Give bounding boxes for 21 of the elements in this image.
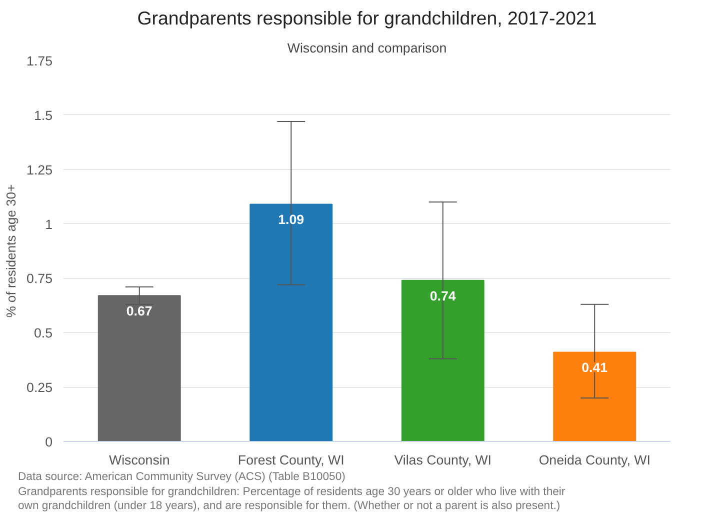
y-tick-label: 1.75: [26, 54, 53, 68]
x-tick-label: Wisconsin: [109, 452, 170, 468]
text: Grandparents responsible for grandchildren: Percentage of residents age 30 years or older who live with their own grandchildren (under 18 years), and are responsible for them. (Whether or not a parent is also present.): [18, 484, 566, 514]
data-label: 0.41: [582, 360, 608, 376]
x-tick-label: Oneida County, WI: [538, 452, 650, 468]
data-label: 0.74: [430, 288, 456, 304]
y-tick-label: 0.25: [26, 380, 53, 396]
y-tick-label: 1.25: [26, 162, 53, 178]
data-label: 1.09: [278, 212, 304, 228]
x-tick-label: Forest County, WI: [238, 452, 344, 468]
y-tick-label: 0: [45, 434, 53, 450]
y-tick-label: 1: [45, 216, 53, 232]
x-tick-label: Vilas County, WI: [394, 452, 492, 468]
data-label: 0.67: [126, 304, 152, 319]
y-tick-label: 0.75: [26, 271, 53, 286]
y-tick-label: 0.5: [34, 326, 53, 341]
source-note: Data source: American Community Survey (ACS) (Table B10050): [18, 470, 346, 485]
chart-title: Grandparents responsible for grandchildren, 2017-2021: [137, 8, 597, 28]
y-tick-label: 1.5: [34, 108, 53, 123]
y-axis-title: % of residents age 30+: [4, 184, 19, 318]
chart-subtitle: Wisconsin and comparison: [287, 40, 447, 56]
